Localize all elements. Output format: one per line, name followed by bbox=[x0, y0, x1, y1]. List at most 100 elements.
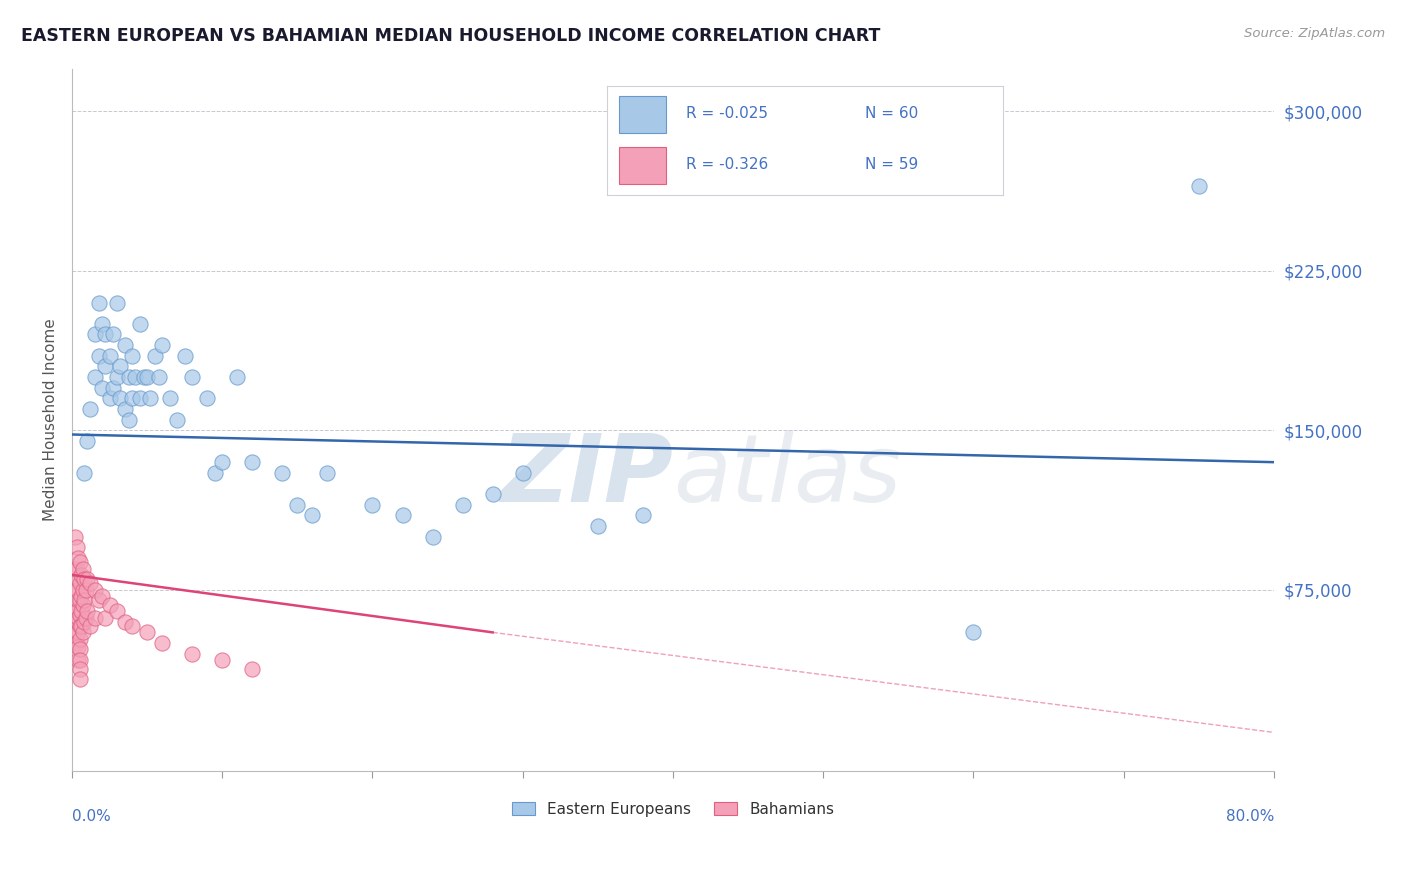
Point bbox=[75, 582, 97, 597]
Point bbox=[65, 615, 87, 629]
Point bbox=[481, 487, 503, 501]
Legend: Eastern Europeans, Bahamians: Eastern Europeans, Bahamians bbox=[506, 796, 841, 822]
Text: ZIP: ZIP bbox=[501, 430, 673, 522]
Point bbox=[391, 508, 413, 523]
Point bbox=[83, 610, 105, 624]
Text: 80.0%: 80.0% bbox=[1226, 809, 1274, 824]
Point bbox=[66, 593, 89, 607]
Point bbox=[181, 370, 204, 384]
Point bbox=[91, 317, 114, 331]
Point bbox=[105, 604, 128, 618]
Point bbox=[72, 561, 94, 575]
Point bbox=[118, 370, 141, 384]
Point bbox=[91, 589, 114, 603]
Point bbox=[75, 610, 97, 624]
Point bbox=[94, 327, 117, 342]
Point bbox=[114, 615, 136, 629]
Point bbox=[271, 466, 294, 480]
Point bbox=[65, 604, 87, 618]
Point bbox=[98, 349, 121, 363]
Point bbox=[69, 672, 91, 686]
Y-axis label: Median Household Income: Median Household Income bbox=[44, 318, 58, 521]
Point bbox=[586, 519, 609, 533]
Point bbox=[63, 604, 86, 618]
Point bbox=[240, 455, 263, 469]
Point bbox=[66, 550, 89, 565]
Point bbox=[631, 508, 654, 523]
Point bbox=[83, 370, 105, 384]
Point bbox=[148, 370, 170, 384]
Point bbox=[65, 636, 87, 650]
Point bbox=[76, 604, 98, 618]
Text: Source: ZipAtlas.com: Source: ZipAtlas.com bbox=[1244, 27, 1385, 40]
Point bbox=[79, 576, 101, 591]
Point bbox=[72, 598, 94, 612]
Text: 0.0%: 0.0% bbox=[72, 809, 111, 824]
Point bbox=[87, 593, 110, 607]
Point bbox=[301, 508, 323, 523]
Point bbox=[79, 401, 101, 416]
Point bbox=[66, 572, 89, 586]
Point bbox=[173, 349, 195, 363]
Point bbox=[83, 327, 105, 342]
Point bbox=[101, 327, 124, 342]
Point bbox=[69, 653, 91, 667]
Point bbox=[69, 576, 91, 591]
Point bbox=[87, 295, 110, 310]
Point bbox=[204, 466, 226, 480]
Point bbox=[451, 498, 474, 512]
Point bbox=[83, 582, 105, 597]
Point bbox=[114, 401, 136, 416]
Point bbox=[962, 625, 984, 640]
Point bbox=[72, 582, 94, 597]
Point bbox=[105, 295, 128, 310]
Point bbox=[72, 625, 94, 640]
Point bbox=[70, 568, 93, 582]
Point bbox=[150, 338, 173, 352]
Point bbox=[211, 455, 233, 469]
Point bbox=[121, 349, 143, 363]
Text: atlas: atlas bbox=[673, 430, 901, 521]
Point bbox=[70, 619, 93, 633]
Point bbox=[166, 412, 188, 426]
Point bbox=[73, 466, 96, 480]
Point bbox=[66, 640, 89, 655]
Point bbox=[226, 370, 249, 384]
Point bbox=[73, 615, 96, 629]
Point bbox=[316, 466, 339, 480]
Point bbox=[70, 589, 93, 603]
Point bbox=[91, 381, 114, 395]
Point bbox=[105, 370, 128, 384]
Point bbox=[65, 561, 87, 575]
Point bbox=[121, 392, 143, 406]
Point bbox=[114, 338, 136, 352]
Point bbox=[285, 498, 308, 512]
Point bbox=[73, 593, 96, 607]
Point bbox=[87, 349, 110, 363]
Point bbox=[181, 647, 204, 661]
Point bbox=[65, 625, 87, 640]
Point bbox=[136, 370, 159, 384]
Point bbox=[811, 178, 834, 193]
Point bbox=[65, 541, 87, 555]
Point bbox=[69, 608, 91, 623]
Point bbox=[143, 349, 166, 363]
Point bbox=[76, 434, 98, 448]
Point bbox=[98, 392, 121, 406]
Point bbox=[63, 530, 86, 544]
Point bbox=[73, 572, 96, 586]
Point bbox=[240, 662, 263, 676]
Point bbox=[136, 625, 159, 640]
Point bbox=[65, 582, 87, 597]
Point bbox=[69, 642, 91, 657]
Point bbox=[128, 392, 150, 406]
Point bbox=[118, 412, 141, 426]
Point bbox=[139, 392, 162, 406]
Point bbox=[94, 359, 117, 374]
Point bbox=[66, 653, 89, 667]
Point bbox=[361, 498, 384, 512]
Point bbox=[124, 370, 146, 384]
Point bbox=[1188, 178, 1211, 193]
Point bbox=[887, 178, 910, 193]
Point bbox=[69, 555, 91, 569]
